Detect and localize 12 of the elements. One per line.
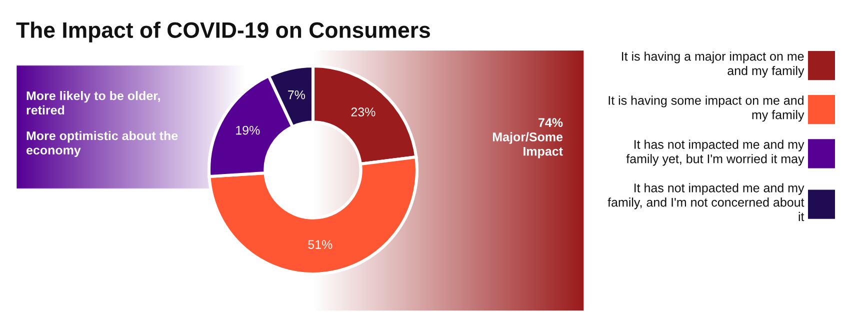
data-label: 19% xyxy=(236,126,260,135)
legend-label: It is having a major impact on me and my family xyxy=(622,52,804,78)
data-label: 23% xyxy=(351,108,376,116)
data-label: 7% xyxy=(288,90,306,100)
legend-label: It has not impacted me and my family yet, but I'm worried it may xyxy=(626,140,804,166)
text: More likely to be older, retired xyxy=(26,90,160,115)
data-label: 51% xyxy=(308,240,332,249)
legend-label: It has not impacted me and my family, and I'm not concerned about it xyxy=(608,183,804,222)
text: 74% Major/Some Impact xyxy=(492,118,563,158)
legend-label: It is having some impact on me and my family xyxy=(608,96,804,122)
text: More optimistic about the economy xyxy=(26,130,178,158)
chart-title: The Impact of COVID-19 on Consumers xyxy=(16,22,430,42)
